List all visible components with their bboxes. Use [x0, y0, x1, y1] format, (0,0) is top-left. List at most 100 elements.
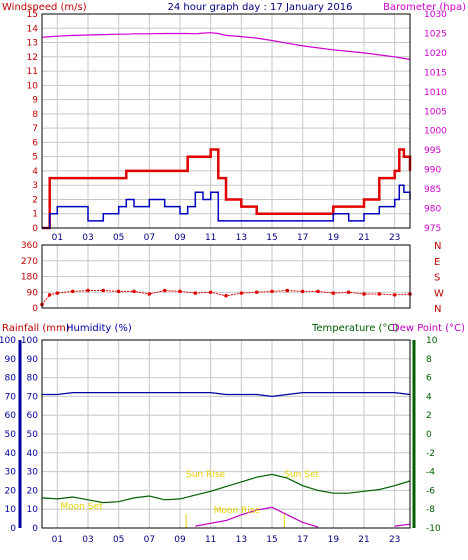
wind-direction-point: [116, 289, 121, 294]
p1-x-tick-label: 21: [358, 233, 369, 243]
p2-y-tick-label: 180: [21, 273, 38, 283]
compass-label: W: [434, 288, 444, 299]
wind-direction-point: [331, 291, 336, 295]
windspeed-axis-title: Windspeed (m/s): [2, 2, 87, 13]
wind-direction-point: [86, 288, 90, 293]
rainfall-y-tick-label: 40: [5, 449, 17, 459]
temperature-y-tick-label: 8: [426, 355, 432, 365]
wind-barometer-plot: 0123456789101112131415975980985990995100…: [27, 10, 448, 243]
wind-direction-point: [270, 289, 274, 294]
p2-y-tick-label: 270: [21, 257, 38, 267]
rainfall-y-tick-label: 20: [5, 486, 17, 496]
p1-y2-tick-label: 1000: [424, 127, 447, 137]
astronomy-annotation: Moon Rise: [214, 506, 261, 516]
humidity-y-tick-label: 20: [27, 486, 39, 496]
p1-y-tick-label: 6: [32, 138, 38, 148]
p3-x-tick-label: 23: [389, 535, 400, 545]
wind-direction-point: [254, 290, 259, 295]
humidity-y-tick-label: 60: [27, 411, 39, 421]
compass-label: E: [434, 257, 440, 268]
wind-direction-point: [285, 288, 290, 293]
humidity-y-tick-label: 30: [27, 468, 39, 478]
p1-y2-tick-label: 975: [424, 224, 441, 234]
p3-x-tick-label: 17: [297, 535, 308, 545]
temperature-y-tick-label: 0: [426, 430, 432, 440]
astronomy-annotation: Sun Set: [284, 470, 319, 480]
wind-direction-point: [178, 289, 182, 294]
p1-x-tick-label: 01: [52, 233, 63, 243]
p1-y-tick-label: 10: [27, 81, 39, 91]
humidity-y-tick-label: 100: [21, 336, 38, 346]
p1-y-tick-label: 7: [32, 124, 38, 134]
rainfall-y-tick-label: 10: [5, 505, 17, 515]
p1-x-tick-label: 19: [328, 233, 340, 243]
p1-x-tick-label: 07: [144, 233, 155, 243]
p3-x-tick-label: 21: [358, 535, 369, 545]
wind-direction-point: [300, 289, 305, 294]
rainfall-y-tick-label: 50: [5, 430, 17, 440]
p3-x-tick-label: 07: [144, 535, 155, 545]
temperature-y-tick-label: -8: [426, 505, 435, 515]
temperature-y-tick-label: -2: [426, 449, 435, 459]
p1-y2-tick-label: 980: [424, 205, 441, 215]
wind-direction-point: [193, 291, 198, 295]
p1-y-tick-label: 4: [32, 167, 38, 177]
compass-label: N: [434, 304, 441, 315]
rainfall-y-tick-label: 60: [5, 411, 17, 421]
temperature-y-tick-label: 10: [426, 336, 438, 346]
temperature-y-tick-label: -6: [426, 486, 435, 496]
p1-x-tick-label: 11: [205, 233, 216, 243]
wind-direction-point: [147, 292, 152, 296]
rainfall-y-tick-label: 80: [5, 374, 17, 384]
p1-y-tick-label: 1: [32, 210, 38, 220]
p1-y2-tick-label: 995: [424, 146, 441, 156]
p1-y-tick-label: 0: [32, 224, 38, 234]
wind-direction-point: [70, 289, 75, 294]
temperature-y-tick-label: 4: [426, 392, 432, 402]
p1-y-tick-label: 3: [32, 181, 38, 191]
compass-label: S: [434, 273, 440, 284]
rainfall-y-tick-label: 70: [5, 392, 17, 402]
p1-x-tick-label: 17: [297, 233, 308, 243]
p1-x-tick-label: 05: [113, 233, 124, 243]
astronomy-annotation: Moon Set: [60, 502, 103, 512]
p1-y2-tick-label: 985: [424, 185, 441, 195]
p1-x-tick-label: 23: [389, 233, 400, 243]
wind-direction-point: [362, 292, 366, 296]
humidity-axis-title: Humidity (%): [66, 323, 132, 334]
wind-direction-point: [208, 290, 213, 295]
wind-direction-plot: 0 N 90 W 180 S 270 E 360 N: [21, 241, 444, 315]
wind-direction-point: [224, 293, 228, 298]
p1-x-tick-label: 09: [174, 233, 186, 243]
p3-frame: [41, 339, 411, 529]
wind-direction-point: [392, 293, 397, 297]
compass-label: N: [434, 241, 441, 252]
p3-x-tick-label: 19: [328, 535, 340, 545]
p3-x-tick-label: 09: [174, 535, 186, 545]
rainfall-y-tick-label: 0: [10, 524, 16, 534]
humidity-y-tick-label: 90: [27, 355, 39, 365]
wind-gust-series-line: [42, 148, 412, 230]
wind-direction-point: [316, 289, 320, 294]
barometer-axis-title: Barometer (hpa): [383, 2, 466, 13]
p3-x-tick-label: 01: [52, 535, 63, 545]
p1-y-tick-label: 9: [32, 96, 38, 106]
temperature-y-tick-label: -10: [426, 524, 441, 534]
temperature-y-tick-label: -4: [426, 468, 435, 478]
rainfall-y-tick-label: 100: [0, 336, 16, 346]
p1-y2-tick-label: 1025: [424, 29, 447, 39]
p2-frame: [41, 244, 411, 309]
p1-frame: [41, 13, 411, 229]
wind-direction-point: [101, 288, 106, 293]
p3-x-tick-label: 03: [82, 535, 93, 545]
p1-y2-tick-label: 1015: [424, 68, 447, 78]
p2-y-tick-label: 0: [32, 304, 38, 314]
p1-y-tick-label: 5: [32, 153, 38, 163]
humidity-y-tick-label: 10: [27, 505, 39, 515]
p1-y2-tick-label: 990: [424, 166, 441, 176]
p1-y2-tick-label: 1010: [424, 88, 447, 98]
humidity-y-tick-label: 70: [27, 392, 39, 402]
